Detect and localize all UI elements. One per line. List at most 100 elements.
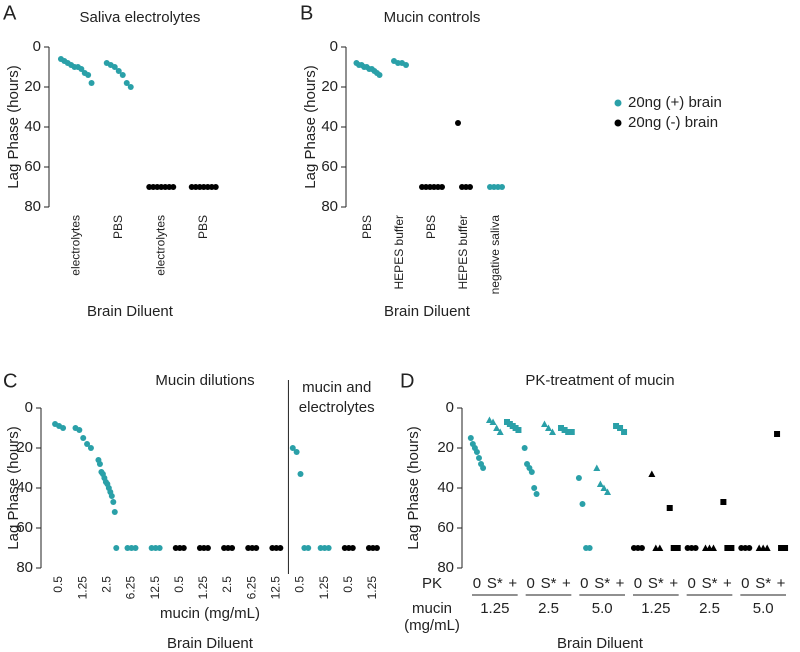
chart-title: Mucin controls: [384, 9, 481, 26]
data-point: [670, 545, 677, 551]
y-tick-label: 20: [437, 439, 454, 456]
x-tick-label: 2.5: [100, 576, 114, 593]
data-point: [88, 80, 95, 86]
x-tick-label: S*: [755, 575, 771, 592]
x-tick-label: 0.5: [293, 576, 307, 593]
data-point: [565, 429, 572, 435]
annotation: mucin and: [302, 379, 371, 396]
data-point: [621, 429, 628, 435]
x-tick-label: 0: [526, 575, 534, 592]
x-tick-label: 0: [687, 575, 695, 592]
x-tick-label: PBS: [360, 215, 374, 239]
data-point: [579, 501, 586, 507]
data-point: [277, 545, 284, 551]
data-point: [515, 427, 522, 433]
x-tick-label: +: [723, 575, 732, 592]
data-point: [528, 469, 535, 475]
data-point: [710, 544, 717, 551]
data-point: [78, 66, 85, 72]
data-point: [156, 545, 163, 551]
x-tick-label: HEPES buffer: [392, 215, 406, 289]
x-tick-label: S*: [487, 575, 503, 592]
x-tick-label: 12.5: [269, 576, 283, 600]
data-point: [496, 428, 504, 435]
row-label: mucin: [412, 600, 452, 617]
data-point: [297, 471, 304, 477]
data-point: [489, 418, 497, 425]
data-point: [349, 545, 356, 551]
data-point: [96, 461, 103, 467]
data-point: [373, 545, 380, 551]
data-point: [648, 470, 656, 477]
data-point: [76, 427, 83, 433]
x-tick-label: 0.5: [172, 576, 186, 593]
data-point: [674, 545, 681, 551]
data-point: [521, 445, 528, 451]
data-point: [132, 545, 139, 551]
data-point: [485, 416, 493, 423]
data-point: [84, 441, 91, 447]
data-point: [253, 545, 260, 551]
data-point: [549, 428, 556, 435]
data-point: [763, 544, 771, 551]
x-axis-label: Brain Diluent: [87, 303, 174, 320]
y-axis-label: Lag Phase (hours): [302, 65, 319, 188]
panel-label: D: [400, 370, 414, 392]
x-tick-label: electrolytes: [153, 215, 167, 276]
x-tick-label: 0: [634, 575, 642, 592]
data-point: [638, 545, 645, 551]
x-axis-label: mucin (mg/mL): [160, 605, 260, 622]
data-point: [604, 488, 612, 495]
data-point: [558, 425, 565, 431]
legend-marker: [614, 99, 622, 107]
data-point: [533, 491, 540, 497]
data-point: [475, 455, 482, 461]
y-tick-label: 20: [16, 439, 33, 456]
data-point: [724, 545, 731, 551]
data-point: [568, 429, 575, 435]
x-tick-label: PBS: [196, 215, 210, 239]
data-point: [60, 425, 67, 431]
data-point: [229, 545, 236, 551]
data-point: [541, 420, 548, 427]
data-point: [774, 431, 781, 437]
y-axis-label: Lag Phase (hours): [405, 426, 422, 549]
data-point: [480, 465, 487, 471]
group-label: 2.5: [699, 600, 720, 617]
data-point: [728, 545, 735, 551]
row-label: PK: [422, 575, 442, 592]
x-tick-label: +: [616, 575, 625, 592]
data-point: [439, 184, 445, 190]
y-tick-label: 60: [16, 519, 33, 536]
y-tick-label: 80: [16, 559, 33, 576]
x-tick-label: electrolytes: [68, 215, 82, 276]
chart-title: Mucin dilutions: [155, 372, 254, 389]
chart-title: PK-treatment of mucin: [525, 372, 674, 389]
data-point: [85, 72, 92, 78]
data-point: [493, 424, 501, 431]
data-point: [403, 62, 409, 68]
data-point: [305, 545, 312, 551]
data-point: [600, 484, 608, 491]
data-point: [613, 423, 620, 429]
legend-label: 20ng (-) brain: [628, 114, 718, 131]
x-axis-label: Brain Diluent: [167, 635, 254, 652]
data-point: [170, 184, 177, 190]
data-point: [123, 80, 130, 86]
data-point: [720, 499, 727, 505]
y-tick-label: 20: [321, 78, 338, 95]
data-point: [113, 545, 120, 551]
x-tick-label: +: [777, 575, 786, 592]
data-point: [111, 509, 118, 515]
x-tick-label: 6.25: [124, 576, 138, 600]
y-tick-label: 80: [24, 198, 41, 215]
chart-title: Saliva electrolytes: [80, 9, 201, 26]
y-tick-label: 40: [321, 118, 338, 135]
data-point: [656, 544, 664, 551]
legend-label: 20ng (+) brain: [628, 94, 722, 111]
data-point: [596, 480, 604, 487]
y-tick-label: 0: [25, 399, 33, 416]
x-tick-label: 0: [580, 575, 588, 592]
data-point: [617, 425, 624, 431]
